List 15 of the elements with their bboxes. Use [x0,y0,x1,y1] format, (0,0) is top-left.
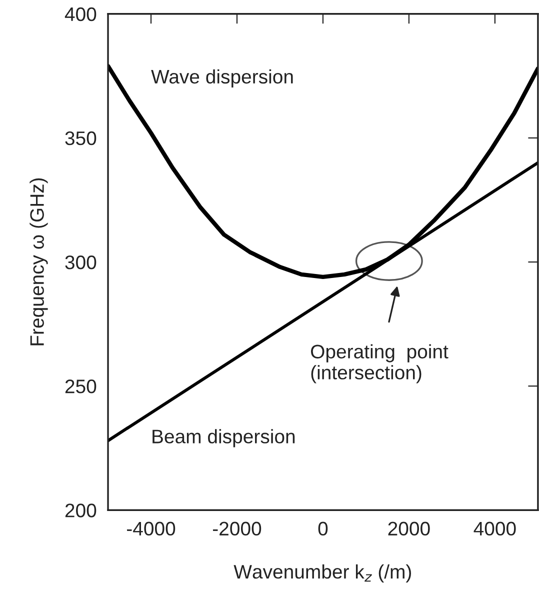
series-label: Wave dispersion [151,69,293,88]
series-label: Beam dispersion [152,429,295,448]
x-tick-label: 0 [318,522,328,536]
x-tick-label: -4000 [127,522,176,536]
annotation: Operating point (intersection) [310,344,448,384]
x-tick-label: 4000 [474,522,516,536]
y-tick-label: 350 [65,131,96,146]
y-tick-label: 250 [65,380,96,394]
y-tick-label: 300 [65,255,96,270]
x-axis-title: Wavenumber k$_{z}$ (/m) [234,564,411,582]
x-tick-label: 2000 [388,522,430,536]
y-axis-title: Frequency ω (GHz) [30,178,48,346]
y-tick-label: 200 [65,504,96,518]
y-tick-label: 400 [64,7,96,22]
x-tick-label: -2000 [212,522,262,536]
